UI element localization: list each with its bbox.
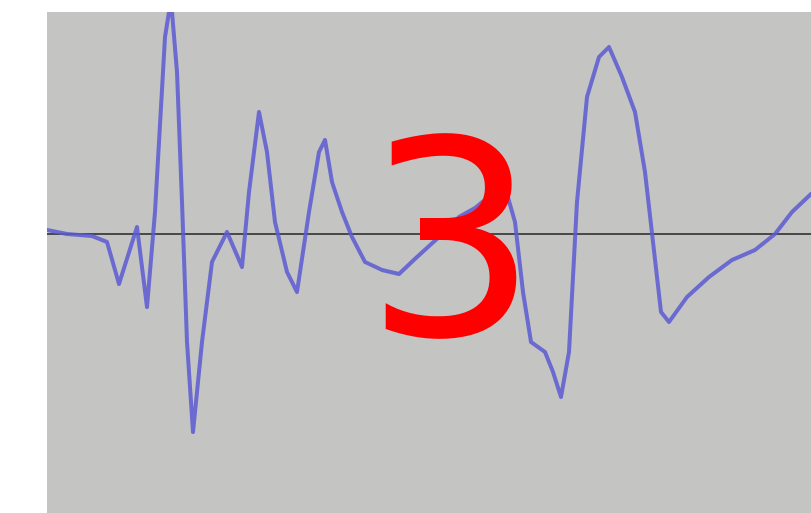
waveform-trace [47,12,811,434]
waveform-panel: 3 [47,12,811,513]
waveform-plot [47,12,811,434]
overlay-number-label: 3 [365,84,539,400]
